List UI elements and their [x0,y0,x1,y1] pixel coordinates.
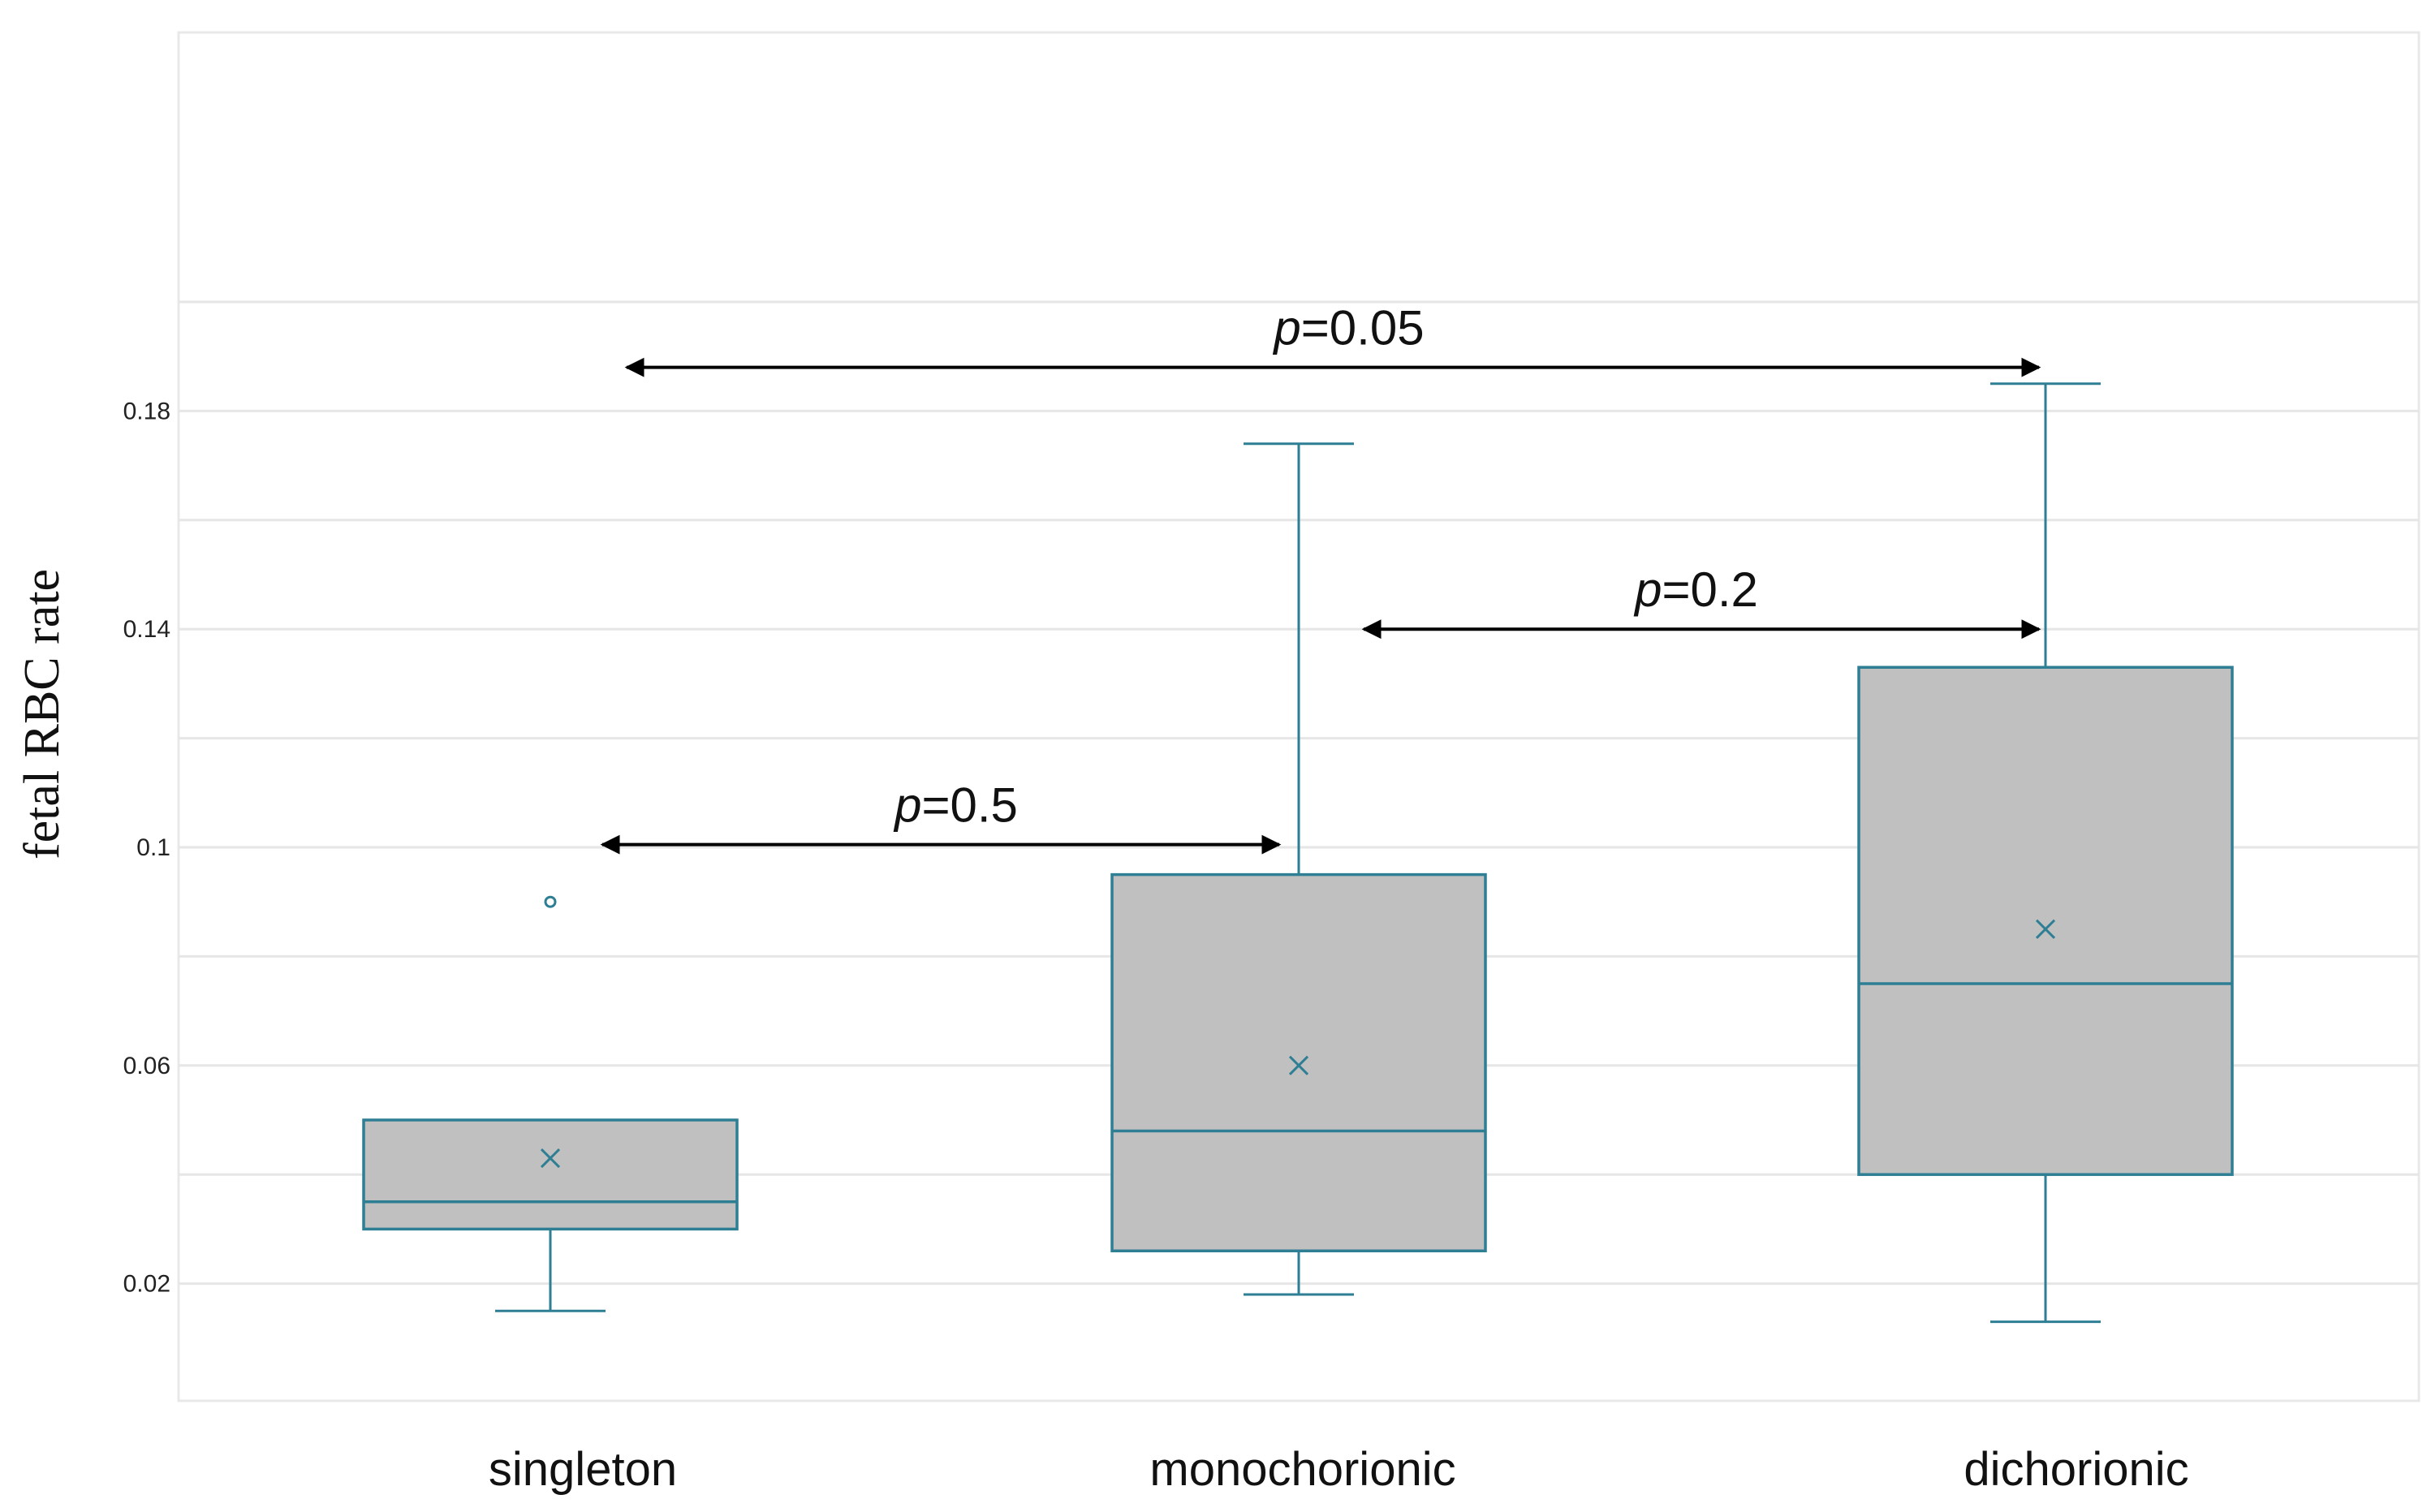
mean-marker [540,1148,561,1169]
iqr-box [362,1118,739,1231]
box-singleton [362,895,739,1312]
iqr-box [1857,666,2234,1176]
y-axis-ticks: 0.02 0.06 0.1 0.14 0.18 [123,398,170,1297]
y-tick-label: 0.18 [123,398,170,424]
comparisons: p=0.05 p=0.2 p=0.5 [600,301,2041,855]
comparison-singleton-monochorionic: p=0.5 [600,778,1282,855]
boxes [362,382,2234,1324]
comparison-monochorionic-dichorionic: p=0.2 [1361,562,2041,640]
y-tick-label: 0.1 [136,834,170,861]
box-monochorionic [1110,442,1487,1296]
y-tick-label: 0.14 [123,616,170,643]
category-label-dichorionic: dichorionic [1964,1443,2188,1496]
plot-area-frame [177,31,2421,1402]
y-tick-label: 0.02 [123,1271,170,1298]
p-value-label: p=0.5 [893,778,1018,833]
category-label-monochorionic: monochorionic [1149,1443,1455,1496]
outlier-point [544,895,557,908]
mean-marker [1288,1055,1309,1075]
y-tick-label: 0.06 [123,1053,170,1079]
p-value-label: p=0.2 [1633,562,1758,617]
comparison-singleton-dichorionic: p=0.05 [624,301,2041,377]
p-value-label: p=0.05 [1272,301,1424,355]
iqr-box [1110,872,1487,1253]
box-dichorionic [1857,382,2234,1324]
mean-marker [2035,919,2056,939]
y-axis-title: fetal RBC rate [15,569,70,859]
category-label-singleton: singleton [489,1443,677,1496]
x-axis-categories: singleton monochorionic dichorionic [489,1443,2189,1496]
